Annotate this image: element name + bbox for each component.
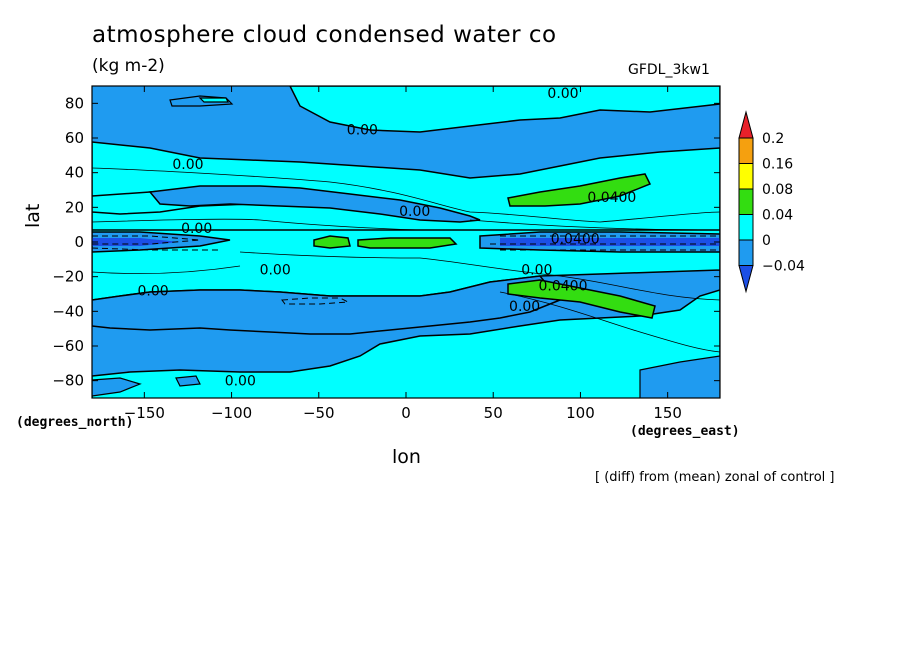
colorbar: 0.2 0.16 0.08 0.04 0 −0.04 [738, 110, 805, 294]
colorbar-bottom-arrow [738, 265, 754, 294]
colorbar-segment [738, 188, 754, 215]
region-cyan-north [289, 86, 720, 133]
contour-fill-layer [92, 86, 720, 398]
y-unit-label: (degrees_north) [16, 415, 134, 430]
region-green-north-pacific [507, 173, 652, 207]
colorbar-level-label: 0.2 [762, 131, 784, 147]
region-blue-south-subtropics [92, 275, 562, 335]
contour-label: 0.00 [521, 263, 552, 279]
x-tick-label: 0 [401, 404, 411, 422]
contour-label: 0.0400 [539, 278, 588, 294]
colorbar-level-label: −0.04 [762, 259, 805, 275]
region-deep-blue-east [500, 238, 720, 246]
x-axis-label: lon [392, 446, 421, 468]
contour-label: 0.00 [181, 221, 212, 237]
region-blue-north-tongue [148, 185, 481, 223]
colorbar-level-label: 0.04 [762, 208, 793, 224]
region-green-south-pacific [507, 279, 656, 319]
y-tick-label: 60 [65, 129, 84, 147]
contour-label: 0.00 [509, 299, 540, 315]
y-tick-label: −60 [52, 337, 84, 355]
x-tick-label: −50 [303, 404, 335, 422]
colorbar-level-label: 0.08 [762, 182, 793, 198]
dashed-contours [92, 235, 720, 305]
colorbar-level-label: 0.16 [762, 157, 793, 173]
x-tick-label: 150 [653, 404, 682, 422]
colorbar-segment [738, 163, 754, 190]
contour-label: 0.00 [347, 122, 378, 138]
colorbar-top-arrow [738, 110, 754, 139]
thin-contours [92, 167, 720, 353]
y-tick-label: −20 [52, 268, 84, 286]
chart-title: atmosphere cloud condensed water co [92, 22, 557, 48]
y-tick-label: 20 [65, 198, 84, 216]
x-tick-label: 100 [566, 404, 595, 422]
y-tick-label: −40 [52, 302, 84, 320]
x-tick-label: 50 [484, 404, 503, 422]
region-blue-south-patches [92, 355, 720, 398]
colorbar-segment [738, 214, 754, 241]
chart-note: [ (diff) from (mean) zonal of control ] [595, 470, 835, 485]
x-tick-label: −150 [124, 404, 165, 422]
contour-label: 0.00 [172, 157, 203, 173]
axes: −150 −100 −50 0 50 100 150 −80 −60 −40 −20 0 20 40 60 8… [52, 86, 720, 422]
y-tick-label: 0 [74, 233, 84, 251]
contour-label: 0.0400 [551, 232, 600, 248]
contour-label: 0.00 [225, 374, 256, 390]
contour-label: 0.00 [260, 263, 291, 279]
region-cyan-north-patch [198, 97, 229, 103]
y-tick-label: 40 [65, 164, 84, 182]
contour-label: 0.0400 [587, 190, 636, 206]
y-axis-label: lat [22, 203, 44, 228]
model-name: GFDL_3kw1 [628, 62, 710, 78]
contour-label: 0.00 [137, 284, 168, 300]
chart-units: (kg m-2) [92, 56, 165, 76]
y-tick-label: −80 [52, 372, 84, 390]
colorbar-segment [738, 239, 754, 266]
colorbar-segment [738, 137, 754, 164]
contour-label: 0.00 [399, 204, 430, 220]
contour-label: 0.00 [547, 86, 578, 102]
y-tick-label: 80 [65, 94, 84, 112]
region-green-atlantic [313, 235, 351, 249]
x-tick-label: −100 [211, 404, 252, 422]
contour-labels: 0.00 0.00 0.00 0.00 0.00 0.00 0.00 0.00 0.00 0.00… [137, 86, 636, 390]
region-green-africa [357, 237, 458, 249]
colorbar-level-label: 0 [762, 233, 771, 249]
x-unit-label: (degrees_east) [630, 424, 740, 439]
